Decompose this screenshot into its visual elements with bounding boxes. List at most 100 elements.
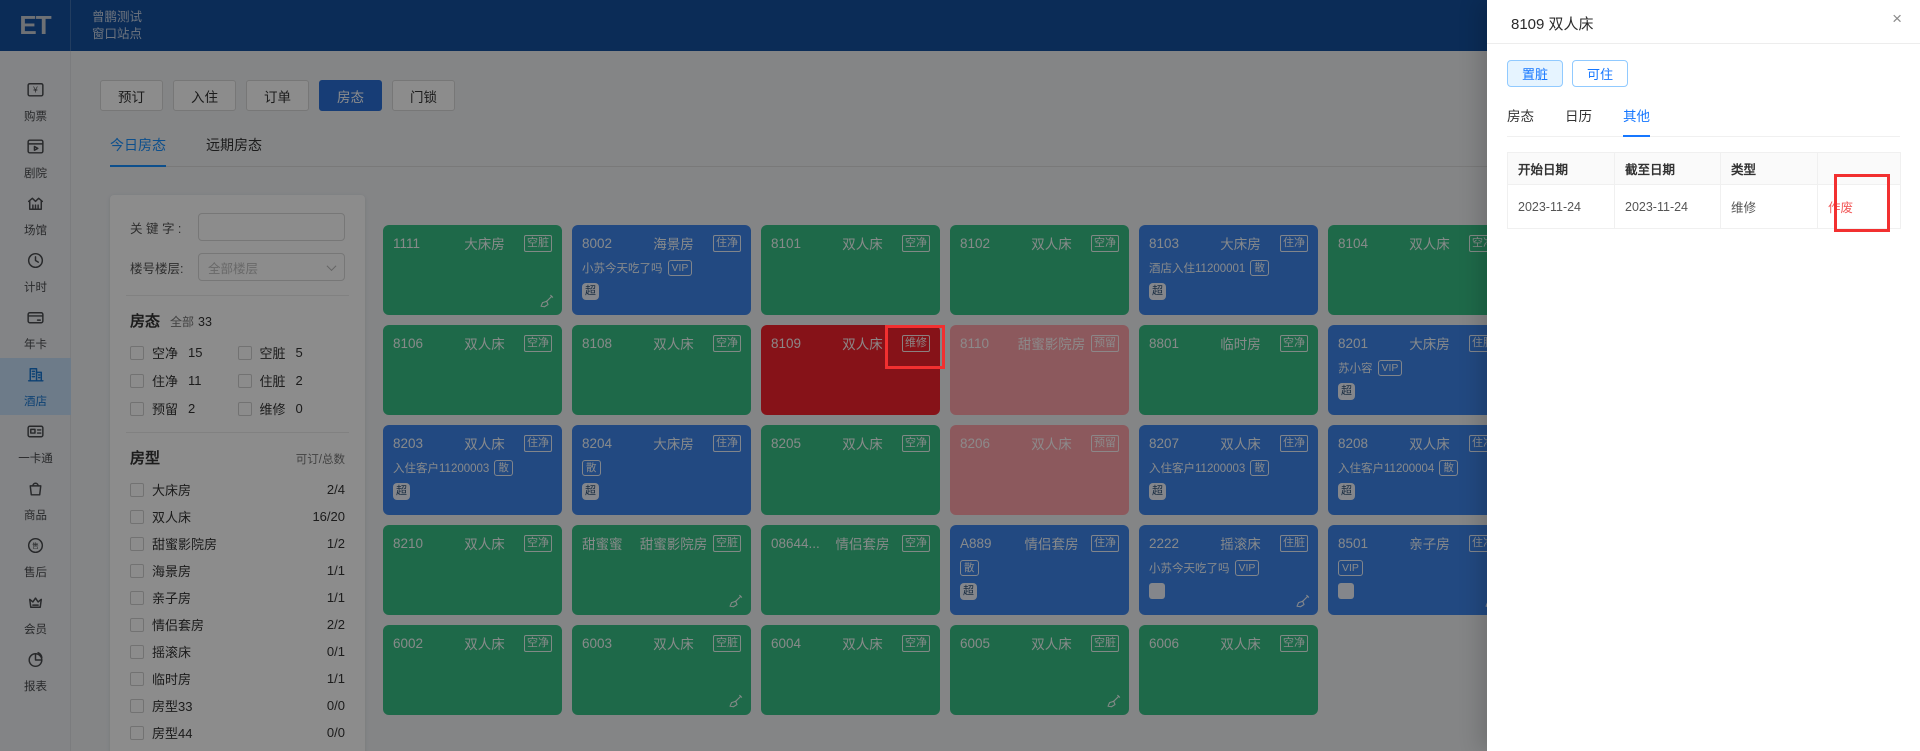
site-name: 曾鹏测试	[92, 9, 143, 24]
roomtype-name: 大床房	[152, 483, 192, 498]
sidebar-item-tickets[interactable]: ¥ 购票	[0, 73, 71, 130]
station-name: 窗口站点	[92, 26, 143, 41]
room-card[interactable]: 8204 大床房 住净 散 超	[572, 425, 751, 515]
floor-select-value: 全部楼层	[208, 261, 259, 276]
room-type: 双人床	[653, 337, 694, 352]
guest-line: 酒店入住11200001 散	[1149, 260, 1308, 276]
module-tab[interactable]: 订单	[246, 80, 309, 111]
room-card-header: 6002 双人床 空净	[393, 633, 552, 653]
status-option-count: 11	[188, 373, 202, 388]
room-card[interactable]: 6005 双人床 空脏	[950, 625, 1129, 715]
status-checkbox[interactable]	[237, 401, 252, 416]
status-option: 住净 11	[130, 371, 238, 390]
sidebar-item-goods[interactable]: 商品	[0, 472, 71, 529]
room-card[interactable]: A889 情侣套房 住净 散 超	[950, 525, 1129, 615]
drawer-tab[interactable]: 其他	[1623, 105, 1650, 137]
module-tab[interactable]: 入住	[173, 80, 236, 111]
room-card[interactable]: 8208 双人床 住净 入住客户11200004 散 超	[1328, 425, 1507, 515]
module-tab-label: 门锁	[410, 89, 437, 105]
room-card[interactable]: 8207 双人床 住净 入住客户11200003 散 超	[1139, 425, 1318, 515]
room-card[interactable]: 8210 双人床 空净	[383, 525, 562, 615]
roomtype-row: 情侣套房 2/2	[130, 615, 345, 634]
room-card[interactable]: 8103 大床房 住净 酒店入住11200001 散 超	[1139, 225, 1318, 315]
sidebar-item-timer[interactable]: 计时	[0, 244, 71, 301]
drawer-tab[interactable]: 日历	[1565, 105, 1592, 137]
room-card[interactable]: 08644... 情侣套房 空净	[761, 525, 940, 615]
room-card[interactable]: 8110 甜蜜影院房 预留	[950, 325, 1129, 415]
roomtype-checkbox[interactable]	[130, 644, 144, 659]
over-badge: 超	[1149, 483, 1166, 500]
roomtype-checkbox[interactable]	[130, 482, 144, 497]
module-tab[interactable]: 预订	[100, 80, 163, 111]
sidebar-item-pass-card[interactable]: 一卡通	[0, 415, 71, 472]
room-card[interactable]: 6004 双人床 空净	[761, 625, 940, 715]
room-card[interactable]: 2222 摇滚床 住脏 小苏今天吃了吗 VIP	[1139, 525, 1318, 615]
guest-line: 入住客户11200004 散	[1338, 460, 1497, 476]
room-card-header: 8206 双人床 预留	[960, 433, 1119, 453]
room-card[interactable]: 8206 双人床 预留	[950, 425, 1129, 515]
status-checkbox[interactable]	[130, 373, 144, 388]
roomtype-checkbox[interactable]	[130, 671, 144, 686]
sidebar-item-annual-card[interactable]: 年卡	[0, 301, 71, 358]
sidebar-item-member[interactable]: 会员	[0, 586, 71, 643]
room-type: 临时房	[1220, 337, 1261, 352]
room-card[interactable]: 8205 双人床 空净	[761, 425, 940, 515]
broom-icon	[1296, 594, 1310, 608]
drawer-action-button[interactable]: 可住	[1572, 60, 1629, 87]
room-card[interactable]: 8108 双人床 空净	[572, 325, 751, 415]
sidebar-item-theater[interactable]: 剧院	[0, 130, 71, 187]
status-checkbox[interactable]	[237, 373, 252, 388]
drawer-action-button[interactable]: 置脏	[1507, 60, 1564, 87]
room-card[interactable]: 8801 临时房 空净	[1139, 325, 1318, 415]
roomtype-row: 双人床 16/20	[130, 507, 345, 526]
room-card[interactable]: 8002 海景房 住净 小苏今天吃了吗 VIP 超	[572, 225, 751, 315]
room-type: 双人床	[464, 537, 505, 552]
room-card[interactable]: 8101 双人床 空净	[761, 225, 940, 315]
room-card-header: 8207 双人床 住净	[1149, 433, 1308, 453]
module-tab[interactable]: 房态	[319, 80, 382, 111]
room-type: 情侣套房	[835, 537, 890, 552]
roomstate-subtab[interactable]: 今日房态	[110, 135, 166, 167]
over-badge: 超	[1149, 283, 1166, 300]
room-card[interactable]: 1111 大床房 空脏	[383, 225, 562, 315]
room-type: 双人床	[1031, 437, 1072, 452]
status-option-label: 住净	[152, 374, 179, 389]
sidebar-item-after-sales[interactable]: 售 售后	[0, 529, 71, 586]
room-card[interactable]: 8106 双人床 空净	[383, 325, 562, 415]
module-tab[interactable]: 门锁	[392, 80, 455, 111]
room-card[interactable]: 甜蜜蜜 甜蜜影院房 空脏	[572, 525, 751, 615]
floor-select[interactable]: 全部楼层	[198, 253, 345, 281]
guest-line: 小苏今天吃了吗 VIP	[582, 260, 741, 276]
room-card[interactable]: 8201 大床房 住脏 苏小容 VIP 超	[1328, 325, 1507, 415]
roomtype-list: 大床房 2/4 双人床 16/20 甜蜜影院房 1/	[130, 480, 345, 751]
room-card-header: 6006 双人床 空净	[1149, 633, 1308, 653]
room-card[interactable]: 8104 双人床 空净	[1328, 225, 1507, 315]
drawer-tab[interactable]: 房态	[1507, 105, 1534, 137]
roomtype-checkbox[interactable]	[130, 536, 144, 551]
status-checkbox[interactable]	[237, 345, 252, 360]
roomstate-subtab[interactable]: 远期房态	[206, 135, 262, 167]
sidebar-item-report[interactable]: 报表	[0, 643, 71, 700]
roomtype-checkbox[interactable]	[130, 590, 144, 605]
room-card[interactable]: 8102 双人床 空净	[950, 225, 1129, 315]
room-card[interactable]: 8203 双人床 住净 入住客户11200003 散 超	[383, 425, 562, 515]
table-header-row: 开始日期 截至日期 类型	[1507, 152, 1901, 185]
roomtype-checkbox[interactable]	[130, 725, 144, 740]
clock-icon	[25, 250, 46, 276]
room-card[interactable]: 6006 双人床 空净	[1139, 625, 1318, 715]
flag-line: 超	[582, 483, 741, 500]
roomtype-checkbox[interactable]	[130, 698, 144, 713]
close-icon[interactable]: ×	[1892, 9, 1902, 28]
sidebar-item-hotel[interactable]: 酒店	[0, 358, 71, 415]
roomtype-checkbox[interactable]	[130, 563, 144, 578]
roomtype-checkbox[interactable]	[130, 617, 144, 632]
room-card[interactable]: 6002 双人床 空净	[383, 625, 562, 715]
room-card[interactable]: 8501 亲子房 住净 VIP	[1328, 525, 1507, 615]
room-card[interactable]: 6003 双人床 空脏	[572, 625, 751, 715]
roomtype-checkbox[interactable]	[130, 509, 144, 524]
room-card[interactable]: 8109 双人床 维修	[761, 325, 940, 415]
status-checkbox[interactable]	[130, 401, 144, 416]
status-checkbox[interactable]	[130, 345, 144, 360]
keyword-input[interactable]	[198, 213, 345, 241]
sidebar-item-venue[interactable]: 场馆	[0, 187, 71, 244]
